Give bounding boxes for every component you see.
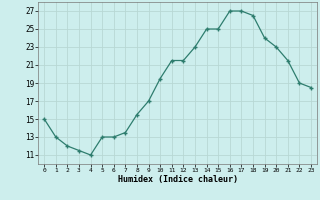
X-axis label: Humidex (Indice chaleur): Humidex (Indice chaleur) [118, 175, 238, 184]
